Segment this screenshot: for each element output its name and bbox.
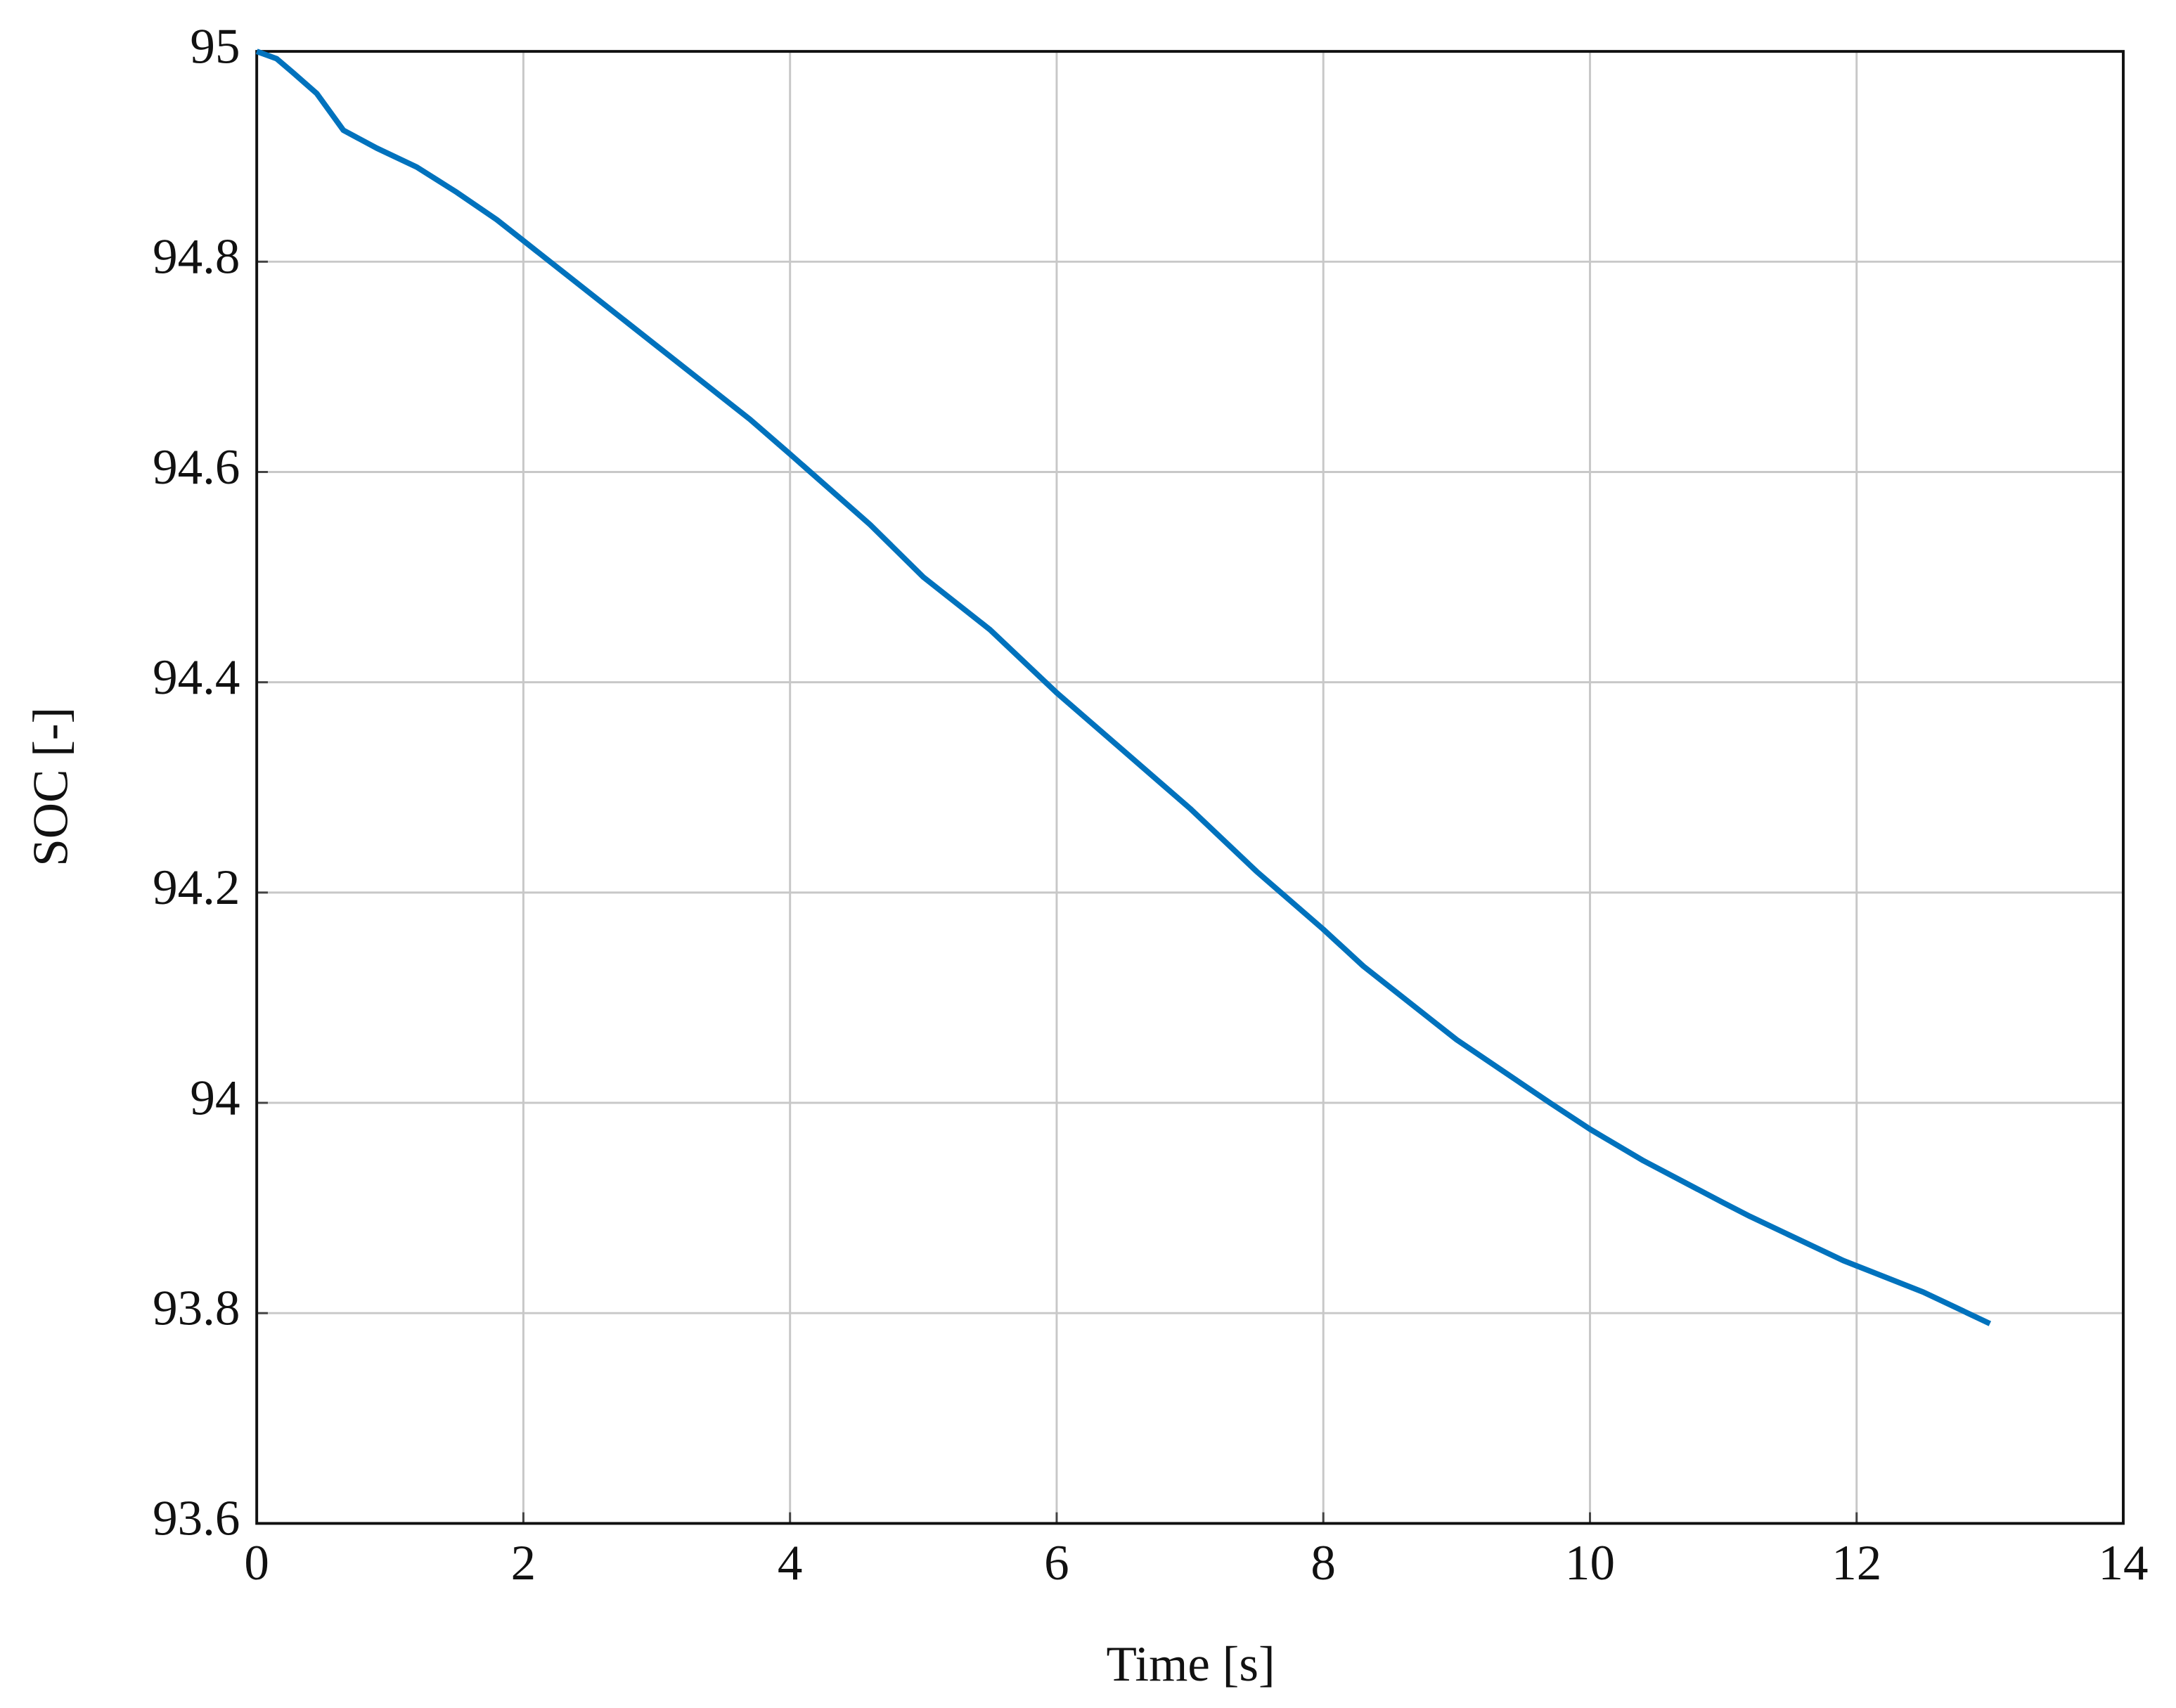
y-tick-label: 94.8 bbox=[153, 230, 240, 285]
x-tick-label: 6 bbox=[1044, 1536, 1069, 1591]
y-tick-label: 94 bbox=[190, 1070, 240, 1125]
x-tick-label: 12 bbox=[1831, 1536, 1881, 1591]
x-tick-label: 10 bbox=[1565, 1536, 1615, 1591]
x-tick-label: 4 bbox=[778, 1536, 803, 1591]
x-tick-label: 14 bbox=[2098, 1536, 2148, 1591]
y-tick-label: 94.2 bbox=[153, 860, 240, 915]
y-tick-label: 93.6 bbox=[153, 1492, 240, 1546]
x-tick-label: 2 bbox=[511, 1536, 536, 1591]
y-tick-label: 94.6 bbox=[153, 440, 240, 495]
y-tick-label: 93.8 bbox=[153, 1281, 240, 1336]
data-line bbox=[255, 48, 1992, 1326]
x-tick-label: 0 bbox=[244, 1536, 269, 1591]
x-axis-label: Time [s] bbox=[1106, 1637, 1275, 1692]
y-tick-label: 94.4 bbox=[153, 650, 240, 705]
y-axis-label: SOC [-] bbox=[23, 707, 78, 867]
x-tick-label: 8 bbox=[1311, 1536, 1336, 1591]
y-tick-label: 95 bbox=[190, 19, 240, 74]
plot-frame bbox=[255, 50, 2125, 1525]
